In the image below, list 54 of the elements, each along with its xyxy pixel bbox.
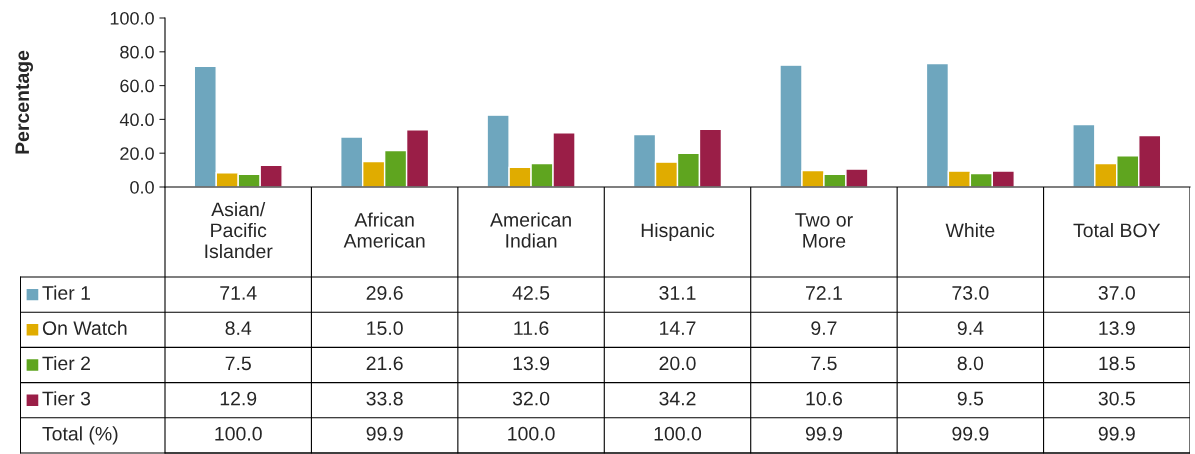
data-label: 21.6 [366, 356, 403, 371]
y-tick-label: 100.0 [110, 11, 154, 25]
legend-label: Tier 1 [42, 285, 90, 300]
data-label: 15.0 [367, 321, 403, 336]
data-label: 34.2 [659, 391, 696, 406]
text: 99.9 [1098, 426, 1135, 441]
text: Total (%) [42, 426, 118, 445]
data-label: 18.5 [1099, 356, 1135, 371]
data-label: 30.5 [1098, 391, 1135, 406]
data-label: 9.5 [957, 391, 984, 406]
y-tick-label: 40.0 [119, 113, 154, 127]
x-tick-label: Total BOY [1073, 222, 1161, 238]
text: 100.0 [508, 426, 555, 441]
x-tick-label: Hispanic [641, 222, 715, 242]
data-label: 42.5 [512, 286, 550, 300]
legend-label: Tier 3 [42, 391, 91, 406]
data-label: 7.5 [811, 356, 837, 371]
data-label: 72.1 [806, 286, 842, 300]
y-tick-label: 20.0 [120, 147, 154, 160]
data-label: 32.0 [512, 391, 550, 406]
y-tick-label: 60.0 [120, 79, 154, 93]
text: 99.9 [805, 426, 842, 441]
x-tick-label: American Indian [490, 212, 571, 248]
data-label: 14.7 [660, 321, 696, 335]
text: 99.9 [952, 426, 989, 441]
data-label: 9.7 [811, 321, 837, 336]
data-label: 73.0 [952, 286, 989, 300]
data-label: 8.4 [225, 321, 252, 336]
x-tick-label: Asian/ Pacific Islander [205, 201, 273, 259]
x-tick-label: African American [343, 212, 425, 248]
data-label: 31.1 [659, 286, 696, 300]
legend-label: On Watch [42, 320, 127, 336]
text: 100.0 [654, 426, 702, 441]
data-label: 8.0 [957, 356, 984, 371]
data-label: 37.0 [1098, 286, 1135, 300]
text: 100.0 [215, 426, 262, 441]
data-label: 7.5 [225, 356, 251, 371]
data-label: 13.9 [513, 356, 550, 371]
y-tick-label: 80.0 [120, 45, 154, 59]
data-label: 29.6 [366, 286, 403, 300]
data-label: 33.8 [366, 391, 403, 406]
data-label: 20.0 [659, 356, 696, 371]
y-axis-title: Percentage [15, 50, 34, 154]
data-label: 11.6 [514, 321, 549, 336]
text: 99.9 [366, 426, 403, 441]
y-tick-label: 0.0 [130, 180, 154, 194]
x-tick-label: White [945, 222, 995, 238]
data-label: 13.9 [1099, 321, 1135, 336]
data-label: 10.6 [806, 391, 842, 406]
x-tick-label: Two or More [795, 213, 853, 248]
data-label: 71.4 [220, 286, 257, 300]
legend-label: Tier 2 [42, 355, 90, 371]
data-label: 12.9 [220, 391, 257, 406]
data-label: 9.4 [957, 321, 984, 336]
